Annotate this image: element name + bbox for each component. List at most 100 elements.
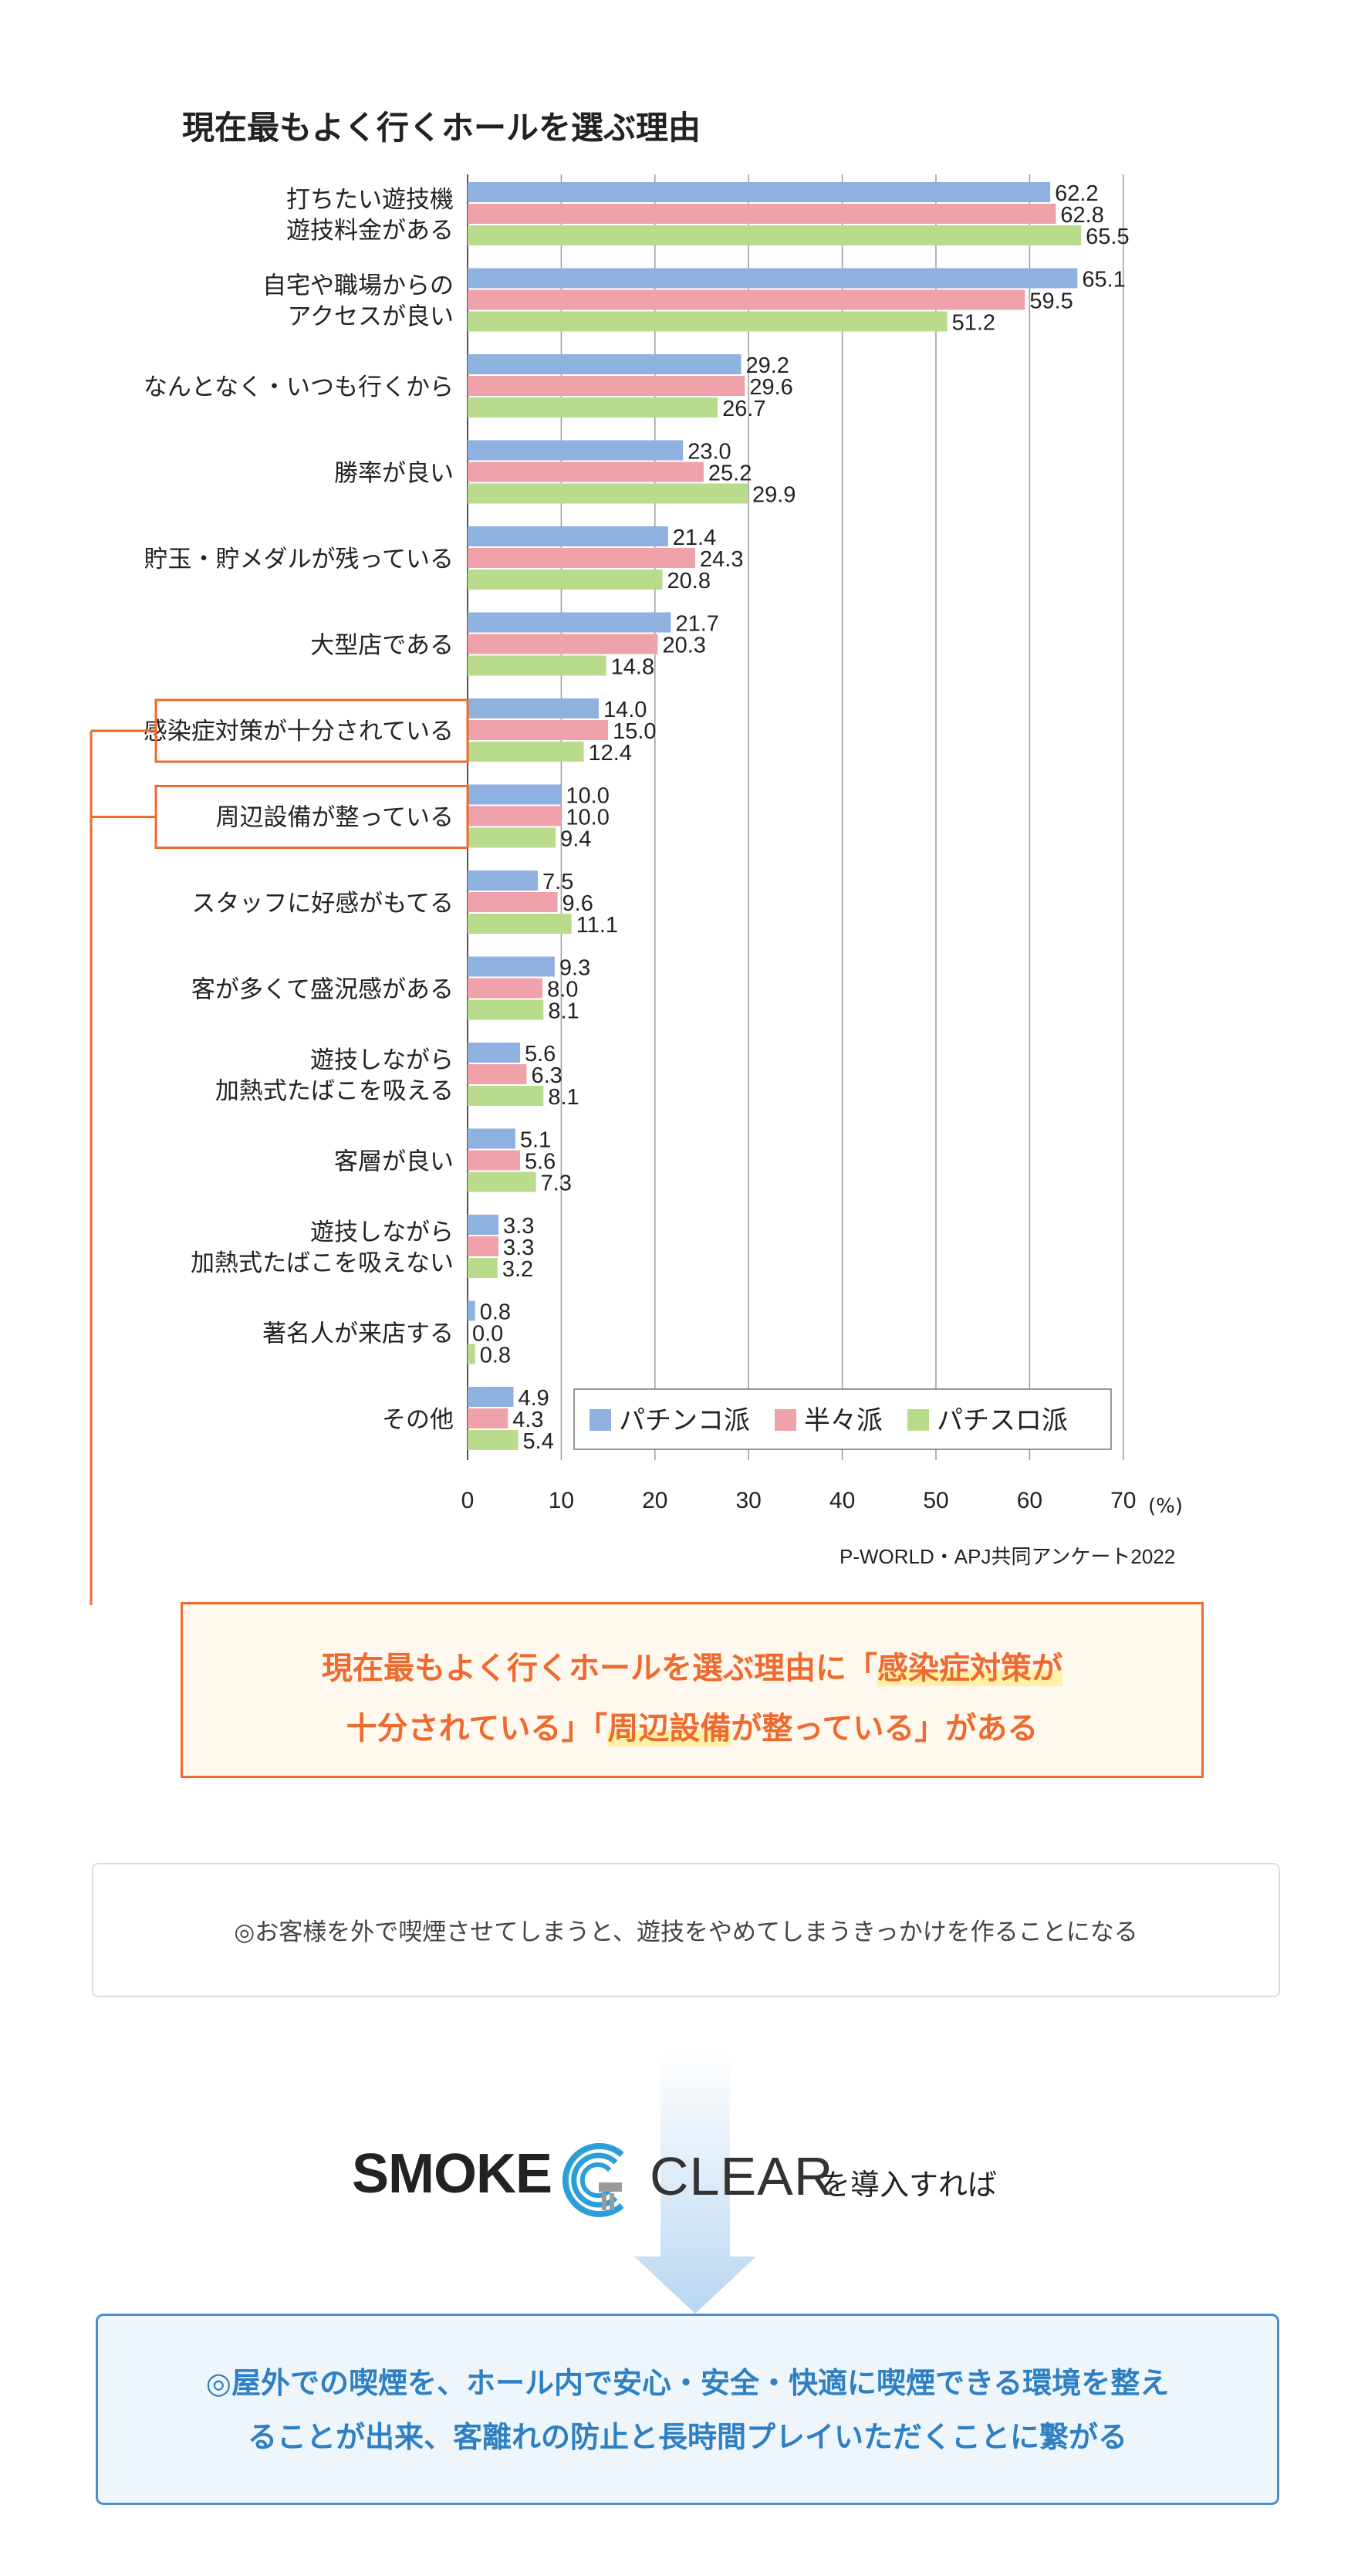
bar <box>468 1150 520 1171</box>
bar <box>468 1344 475 1364</box>
value-label: 12.4 <box>589 741 632 766</box>
value-label: 24.3 <box>700 547 743 572</box>
legend-label: パチンコ派 <box>619 1405 750 1436</box>
value-label: 21.4 <box>673 526 716 550</box>
bar-chart: 現在最もよく行くホールを選ぶ理由 打ちたい遊技機遊技料金がある自宅や職場からのア… <box>90 109 1183 1605</box>
category-label: 遊技料金がある <box>286 217 454 245</box>
value-label: 21.7 <box>675 612 718 637</box>
value-label: 7.5 <box>542 870 573 894</box>
bar <box>468 397 718 418</box>
value-labels: 62.262.865.5 65.1 59.5 51.2 29.229.626.7 23.0… <box>472 181 1130 1454</box>
value-label: 3.3 <box>503 1236 534 1260</box>
x-tick-label: 50 <box>923 1488 948 1513</box>
bar <box>468 956 555 977</box>
bar <box>468 204 1056 224</box>
bar <box>468 1430 519 1450</box>
value-label: 9.3 <box>559 956 590 981</box>
highlight-annotations <box>90 698 469 1605</box>
value-label: 10.0 <box>566 806 609 830</box>
bar <box>468 634 658 654</box>
source-label: P-WORLD・APJ共同アンケート2022 <box>839 1545 1175 1568</box>
x-tick-label: 70 <box>1110 1488 1136 1513</box>
conclusion-box: 現在最もよく行くホールを選ぶ理由に「感染症対策が 十分されている」「周辺設備が整っ… <box>181 1602 1204 1778</box>
value-label: 0.0 <box>472 1322 503 1347</box>
bar <box>468 570 663 590</box>
legend-swatch <box>589 1409 611 1431</box>
category-label: スタッフに好感がもてる <box>191 890 454 918</box>
bar <box>468 1236 499 1256</box>
value-label: 65.5 <box>1086 225 1129 249</box>
bar <box>468 268 1078 289</box>
brand-suffix: を導入すれば <box>821 2168 998 2202</box>
legend: パチンコ派 半々派 パチスロ派 <box>573 1388 1112 1450</box>
value-label: 59.5 <box>1029 289 1073 314</box>
bar <box>468 311 948 332</box>
bar <box>468 870 539 891</box>
x-tick-label: 10 <box>549 1488 574 1513</box>
category-label: 周辺設備が整っている <box>216 804 454 832</box>
value-label: 5.1 <box>520 1128 551 1153</box>
value-label: 14.8 <box>611 655 654 680</box>
result-line-2: ることが出来、客離れの防止と長時間プレイいただくことに繋がる <box>247 2420 1127 2454</box>
value-label: 23.0 <box>687 440 731 465</box>
bar <box>468 784 562 805</box>
category-labels: 打ちたい遊技機遊技料金がある自宅や職場からのアクセスが良いなんとなく・いつも行く… <box>144 186 454 1434</box>
result-text: ◎屋外での喫煙を、ホール内で安心・安全・快適に喫煙できる環境を整え ることが出来… <box>129 2356 1246 2464</box>
conclusion-text: 現在最もよく行くホールを選ぶ理由に「感染症対策が 十分されている」「周辺設備が整っ… <box>183 1638 1201 1759</box>
value-label: 7.3 <box>541 1171 572 1196</box>
value-label: 26.7 <box>722 397 765 421</box>
bar <box>468 1171 536 1192</box>
category-label: 加熱式たばこを吸えない <box>191 1249 454 1277</box>
bar <box>468 1086 544 1106</box>
value-label: 51.2 <box>952 311 995 336</box>
conclusion-part-3: が整っている」がある <box>731 1711 1039 1746</box>
x-tick-label: 20 <box>642 1488 667 1513</box>
category-label: その他 <box>382 1406 454 1434</box>
legend-label: パチスロ派 <box>937 1405 1068 1436</box>
bar <box>468 289 1025 310</box>
bar <box>468 1215 499 1235</box>
value-label: 4.3 <box>512 1408 543 1432</box>
value-label: 65.1 <box>1082 268 1125 292</box>
quote-text: ◎お客様を外で喫煙させてしまうと、遊技をやめてしまうきっかけを作ることになる <box>234 1918 1138 1946</box>
category-label: 客が多くて盛況感がある <box>191 976 454 1004</box>
bar <box>468 440 684 461</box>
bar <box>468 1300 475 1321</box>
value-label: 62.8 <box>1060 203 1103 228</box>
result-line-1: ◎屋外での喫煙を、ホール内で安心・安全・快適に喫煙できる環境を整え <box>205 2366 1170 2400</box>
value-label: 3.3 <box>503 1214 534 1239</box>
bar <box>468 742 584 762</box>
value-label: 14.0 <box>603 698 647 722</box>
x-tick-label: 0 <box>461 1488 475 1513</box>
x-axis: 0 10 20 30 40 50 60 70 <box>461 1488 1137 1513</box>
value-label: 62.2 <box>1055 181 1098 206</box>
category-label: なんとなく・いつも行くから <box>144 374 454 401</box>
category-label: 遊技しながら <box>310 1046 454 1074</box>
bar <box>468 483 748 504</box>
bar <box>468 526 668 546</box>
brand-smoke-text: SMOKE <box>352 2143 552 2205</box>
bar <box>468 182 1051 202</box>
x-tick-label: 60 <box>1017 1488 1042 1513</box>
bar <box>468 806 562 827</box>
category-label: 遊技しながら <box>310 1219 454 1246</box>
category-label: 自宅や職場からの <box>262 272 454 300</box>
legend-swatch <box>907 1409 929 1431</box>
value-label: 29.2 <box>745 353 789 378</box>
category-label: 大型店である <box>310 632 454 660</box>
legend-label: 半々派 <box>804 1405 883 1436</box>
value-label: 11.1 <box>576 913 618 938</box>
conclusion-highlight-2: 周辺設備 <box>607 1711 731 1746</box>
bar <box>468 548 696 568</box>
value-label: 29.9 <box>752 483 796 508</box>
value-label: 10.0 <box>566 784 609 809</box>
value-label: 5.6 <box>525 1150 556 1175</box>
x-tick-label: 30 <box>736 1488 762 1513</box>
value-label: 20.8 <box>667 569 711 593</box>
bar <box>468 720 609 740</box>
value-label: 8.1 <box>548 999 579 1024</box>
bar <box>468 698 599 718</box>
value-label: 8.1 <box>548 1085 579 1110</box>
value-label: 3.2 <box>502 1257 533 1282</box>
value-label: 0.8 <box>480 1344 511 1368</box>
